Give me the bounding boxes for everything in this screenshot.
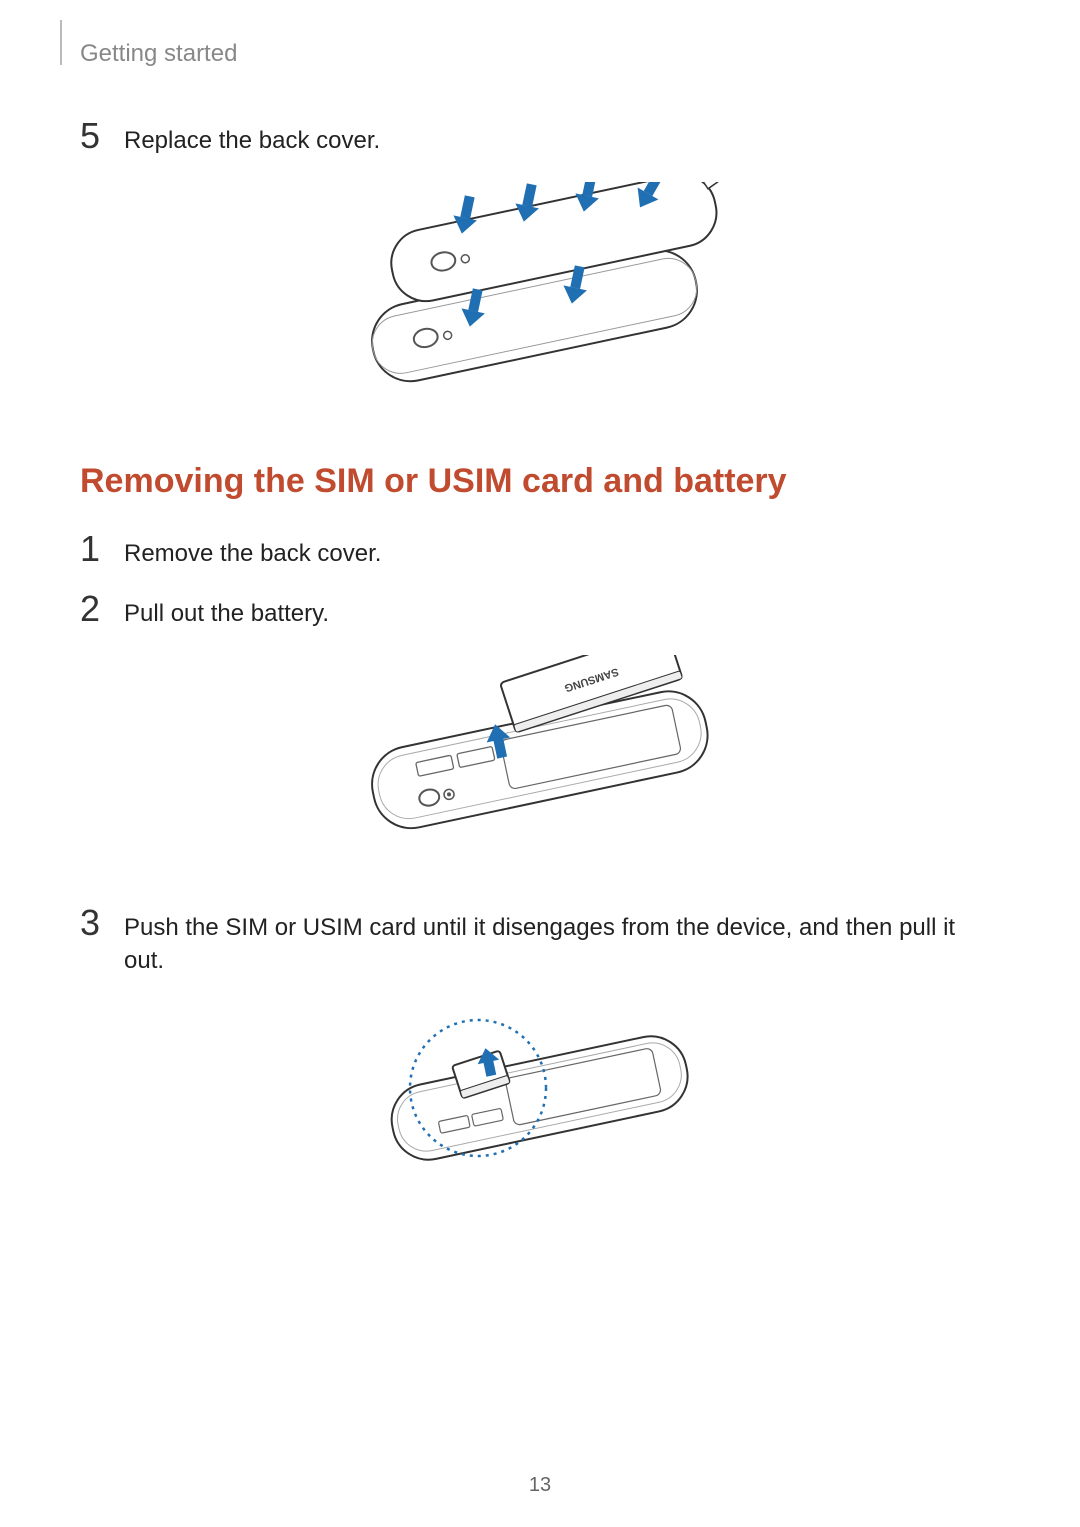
step-2: 2 Pull out the battery. <box>80 591 1000 630</box>
page-number: 13 <box>0 1474 1080 1497</box>
step-3: 3 Push the SIM or USIM card until it dis… <box>80 905 1000 977</box>
section-label: Getting started <box>80 40 1000 68</box>
figure-push-sim-card <box>80 1002 1000 1192</box>
step-text: Remove the back cover. <box>124 538 381 570</box>
step-number: 5 <box>80 118 106 154</box>
heading-removing-sim: Removing the SIM or USIM card and batter… <box>80 462 1000 501</box>
step-text: Pull out the battery. <box>124 598 329 630</box>
step-number: 3 <box>80 905 106 941</box>
page: Getting started 5 Replace the back cover… <box>0 0 1080 1527</box>
header-vertical-rule <box>60 20 62 65</box>
figure-replace-back-cover <box>80 182 1000 412</box>
step-number: 2 <box>80 591 106 627</box>
device-sim-remove-icon <box>360 1002 720 1192</box>
device-back-cover-icon <box>330 182 750 412</box>
step-number: 1 <box>80 531 106 567</box>
step-text: Replace the back cover. <box>124 125 380 157</box>
device-battery-remove-icon: SAMSUNG <box>330 655 750 855</box>
step-5: 5 Replace the back cover. <box>80 118 1000 157</box>
step-text: Push the SIM or USIM card until it disen… <box>124 912 1000 977</box>
step-1: 1 Remove the back cover. <box>80 531 1000 570</box>
figure-pull-out-battery: SAMSUNG <box>80 655 1000 855</box>
